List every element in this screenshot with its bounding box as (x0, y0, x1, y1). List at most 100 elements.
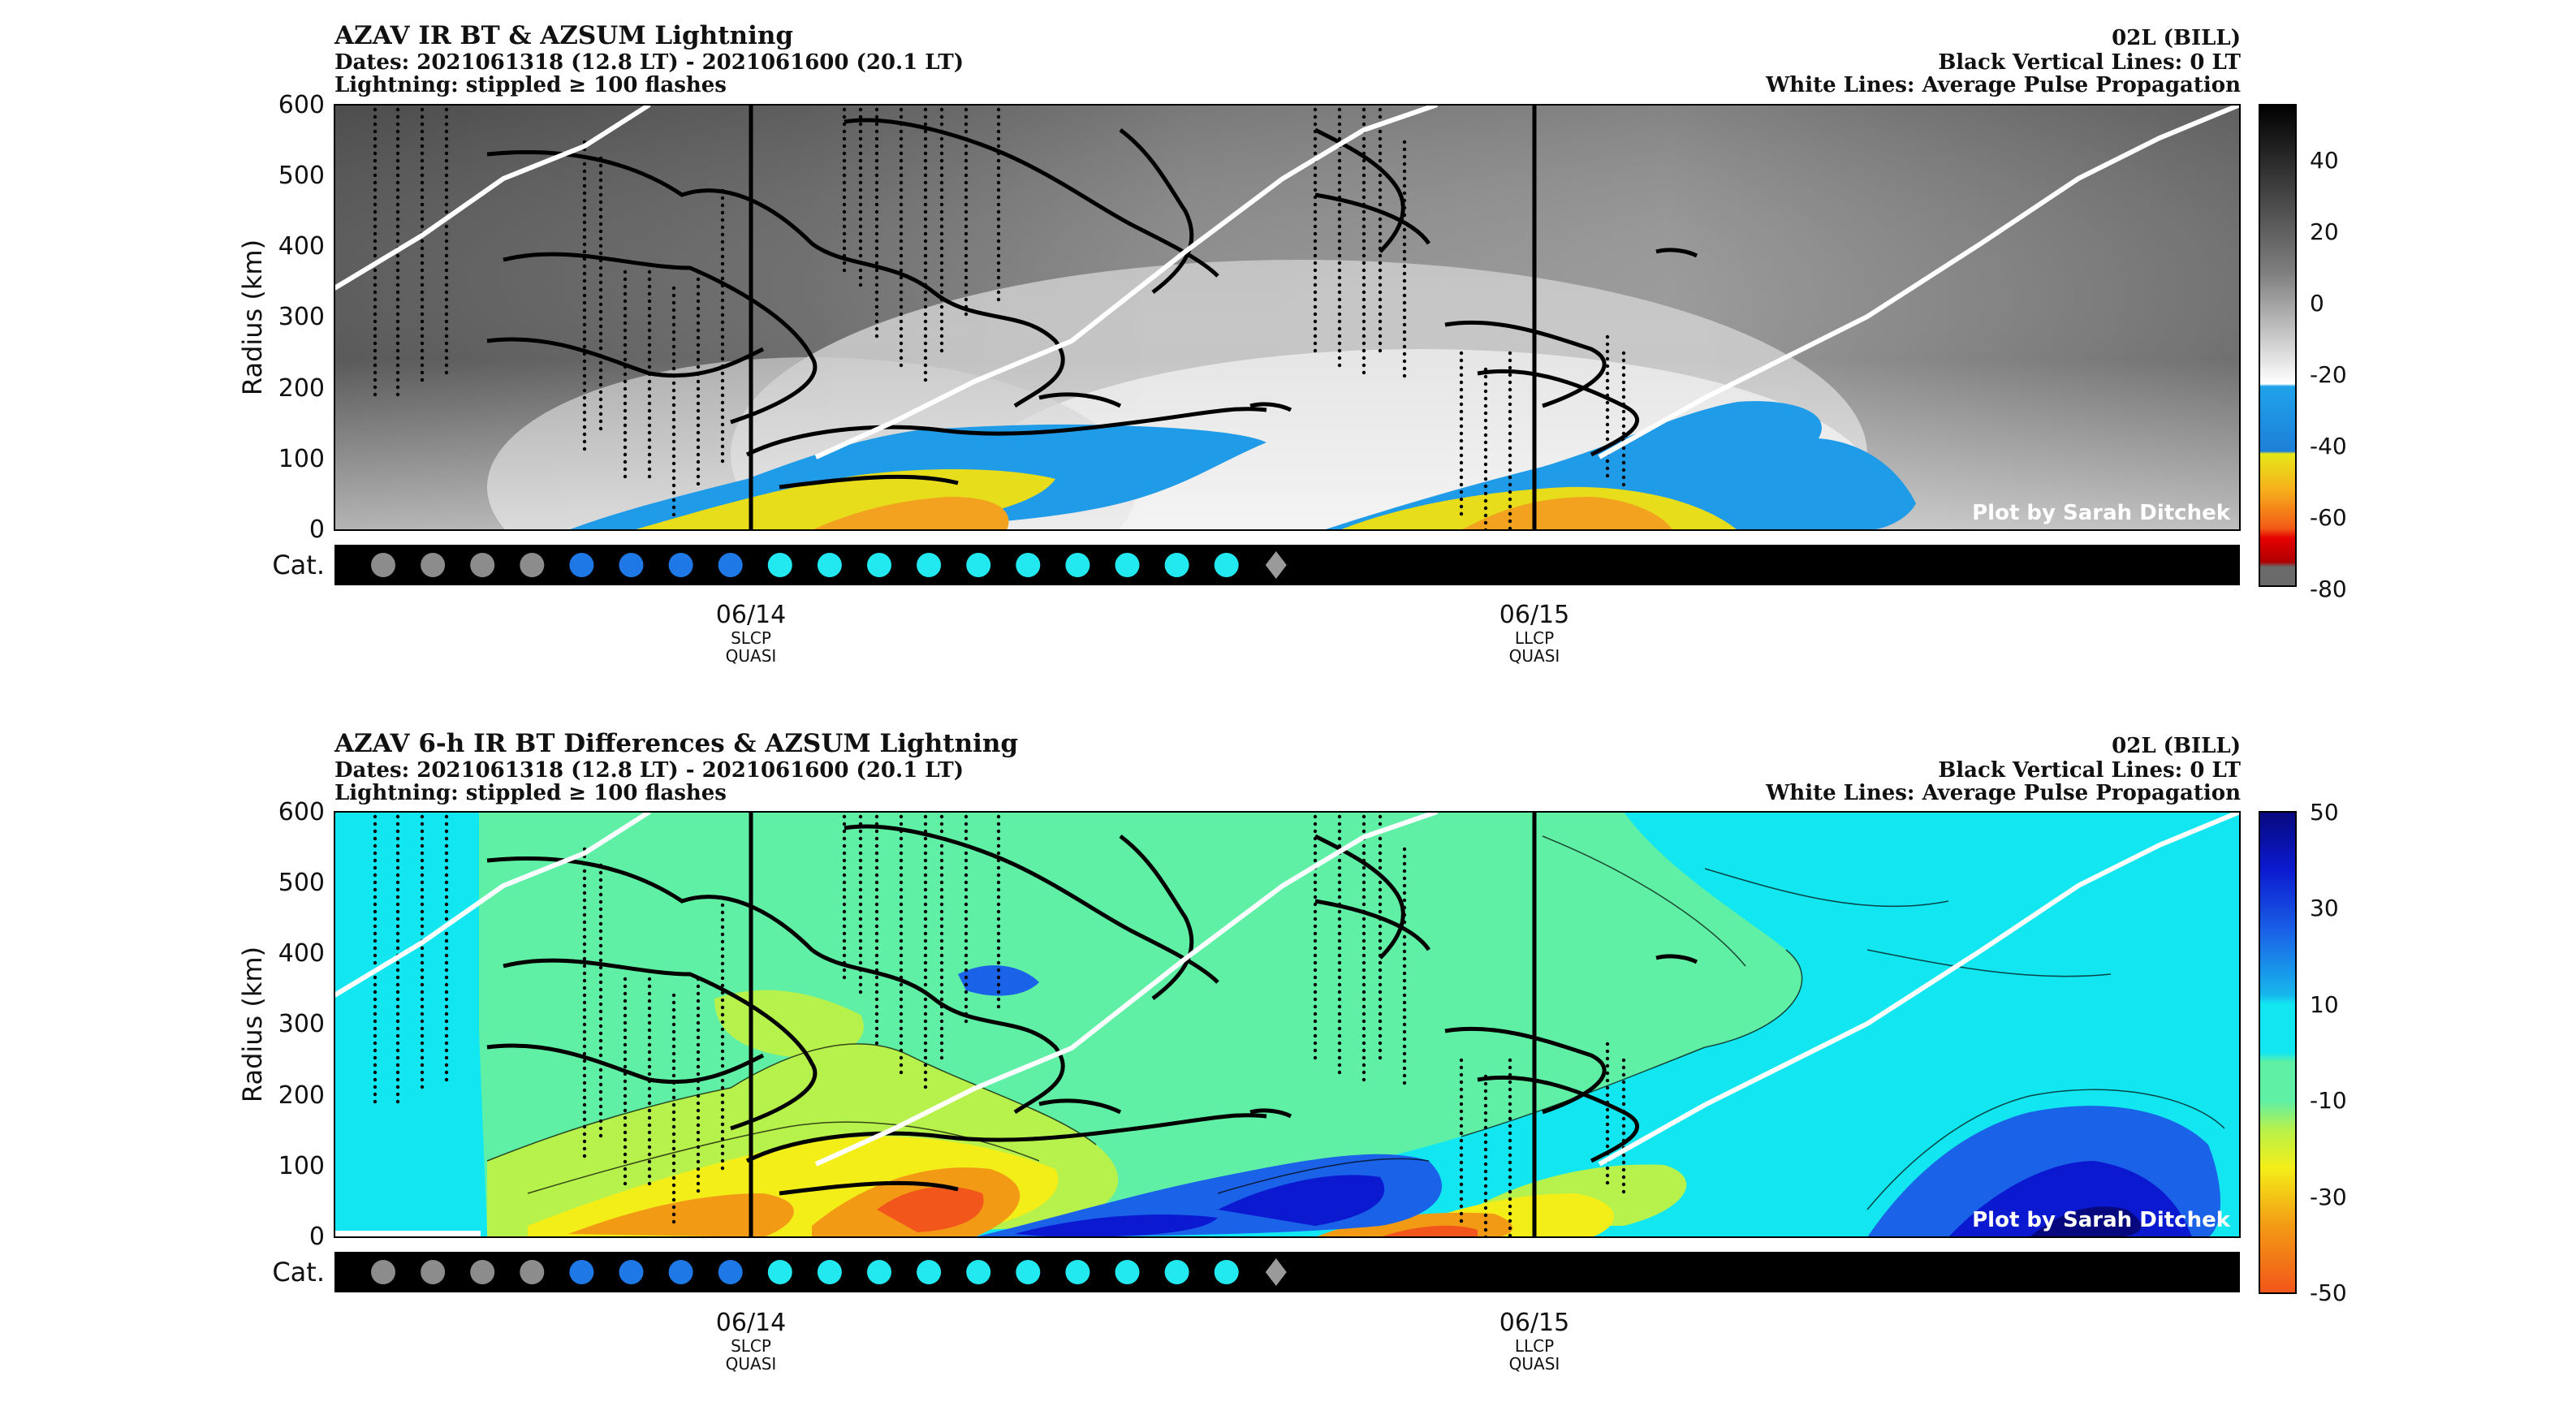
lightning-stipple-dot (373, 931, 378, 936)
top-ytick-300: 300 (278, 303, 325, 331)
lightning-stipple-dot (420, 129, 425, 134)
lightning-stipple-dot (1337, 1063, 1342, 1068)
lightning-stipple-dot (1378, 297, 1383, 302)
lightning-stipple-dot (1361, 997, 1366, 1002)
lightning-stipple-dot (874, 843, 879, 848)
lightning-stipple-dot (395, 1048, 400, 1053)
lightning-stipple-dot (1459, 1102, 1464, 1107)
lightning-stipple-dot (373, 843, 378, 848)
lightning-stipple-dot (964, 858, 969, 863)
lightning-stipple-dot (582, 381, 587, 386)
lightning-stipple-dot (1459, 1116, 1464, 1121)
lightning-stipple-dot (395, 268, 400, 273)
lightning-stipple-dot (899, 209, 904, 214)
lightning-stipple-dot (899, 290, 904, 295)
lightning-stipple-dot (996, 173, 1001, 178)
lightning-stipple-dot (1459, 1109, 1464, 1114)
lightning-stipple-dot (1483, 1096, 1488, 1101)
lightning-stipple-dot (720, 356, 725, 361)
bottom-cat-bar (334, 1252, 2240, 1292)
lightning-stipple-dot (923, 843, 928, 848)
bottom-ytick-0: 0 (309, 1223, 325, 1251)
lightning-stipple-dot (858, 195, 863, 200)
lightning-stipple-dot (1483, 418, 1488, 423)
lightning-stipple-dot (1361, 188, 1366, 192)
lightning-stipple-dot (1621, 1102, 1626, 1107)
lightning-stipple-dot (444, 370, 449, 375)
lightning-stipple-dot (671, 1051, 676, 1056)
lightning-stipple-dot (373, 938, 378, 943)
lightning-stipple-dot (923, 180, 928, 185)
lightning-stipple-dot (1605, 459, 1610, 464)
lightning-stipple-dot (1621, 395, 1626, 399)
lightning-stipple-dot (671, 1029, 676, 1034)
lightning-stipple-dot (647, 1028, 652, 1033)
lightning-stipple-dot (1459, 395, 1464, 399)
lightning-stipple-dot (1483, 1147, 1488, 1152)
lightning-stipple-dot (1402, 1037, 1407, 1042)
lightning-stipple-dot (420, 1012, 425, 1016)
lightning-stipple-dot (858, 917, 863, 921)
lightning-stipple-dot (671, 381, 676, 386)
lightning-stipple-dot (1378, 348, 1383, 353)
chart-dates: Dates: 2021061318 (12.8 LT) - 2021061600… (334, 50, 964, 75)
lightning-stipple-dot (582, 1000, 587, 1005)
top-xtick-0614-sub1: SLCP (731, 628, 771, 648)
lightning-stipple-dot (923, 953, 928, 958)
lightning-stipple-dot (858, 158, 863, 163)
lightning-stipple-dot (858, 865, 863, 870)
lightning-stipple-dot (923, 253, 928, 258)
lightning-stipple-dot (420, 341, 425, 346)
lightning-stipple-dot (420, 370, 425, 375)
lightning-stipple-dot (598, 287, 603, 292)
lightning-stipple-dot (647, 343, 652, 347)
lightning-stipple-dot (720, 1129, 725, 1134)
lightning-stipple-dot (420, 173, 425, 178)
lightning-stipple-dot (858, 239, 863, 244)
lightning-stipple-dot (1361, 814, 1366, 819)
lightning-stipple-dot (964, 843, 969, 848)
lightning-stipple-dot (858, 829, 863, 834)
lightning-stipple-dot (582, 300, 587, 305)
lightning-stipple-dot (623, 1123, 628, 1128)
lightning-stipple-dot (395, 968, 400, 973)
lightning-stipple-dot (1605, 1071, 1610, 1076)
lightning-stipple-dot (858, 895, 863, 899)
lightning-stipple-dot (964, 946, 969, 951)
lightning-stipple-dot (671, 468, 676, 473)
lightning-stipple-dot (582, 883, 587, 888)
lightning-stipple-dot (1337, 312, 1342, 317)
lightning-stipple-dot (899, 253, 904, 258)
lightning-stipple-dot (996, 938, 1001, 943)
lightning-stipple-dot (395, 873, 400, 878)
lightning-stipple-dot (1605, 342, 1610, 347)
lightning-stipple-dot (996, 822, 1001, 826)
lightning-stipple-dot (623, 1020, 628, 1025)
lightning-stipple-dot (1621, 1182, 1626, 1187)
lightning-stipple-dot (598, 251, 603, 256)
lightning-stipple-dot (395, 290, 400, 295)
lightning-stipple-dot (1508, 504, 1512, 509)
lightning-stipple-dot (444, 1048, 449, 1053)
lightning-stipple-dot (964, 836, 969, 841)
lightning-stipple-dot (842, 880, 847, 885)
lightning-stipple-dot (1361, 1055, 1366, 1060)
lightning-stipple-dot (420, 188, 425, 192)
lightning-stipple-dot (1378, 814, 1383, 819)
lightning-stipple-dot (842, 836, 847, 841)
lightning-stipple-dot (996, 982, 1001, 987)
lightning-stipple-dot (444, 931, 449, 936)
lightning-stipple-dot (598, 892, 603, 897)
lightning-stipple-dot (923, 377, 928, 382)
lightning-stipple-dot (1605, 1151, 1610, 1156)
lightning-stipple-dot (373, 363, 378, 368)
lightning-stipple-dot (582, 257, 587, 261)
lightning-stipple-dot (582, 249, 587, 254)
lightning-stipple-dot (1337, 873, 1342, 878)
lightning-stipple-dot (858, 202, 863, 207)
lightning-stipple-dot (874, 865, 879, 870)
lightning-stipple-dot (647, 394, 652, 399)
lightning-stipple-dot (444, 1026, 449, 1031)
lightning-stipple-dot (1605, 1115, 1610, 1119)
lightning-stipple-dot (444, 938, 449, 943)
